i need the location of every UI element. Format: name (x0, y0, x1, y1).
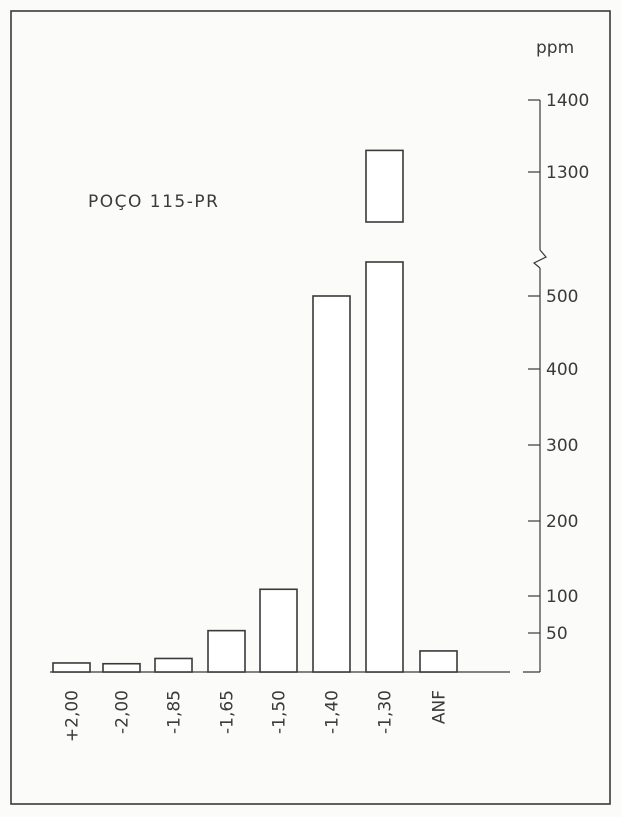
bar-7 (419, 650, 458, 673)
x-tick-label-2: -1,85 (165, 690, 185, 734)
x-tick-label-6: -1,30 (376, 690, 396, 734)
y-tick-label-200: 200 (546, 512, 578, 532)
y-tick-label-50: 50 (546, 624, 568, 644)
y-tick-label-1400: 1400 (546, 91, 589, 111)
bar-0 (52, 662, 91, 673)
y-tick-label-500: 500 (546, 287, 578, 307)
bar-group (52, 149, 458, 673)
bar-2 (154, 657, 193, 673)
chart-frame (10, 10, 611, 805)
y-tick-label-100: 100 (546, 587, 578, 607)
x-tick-label-7: ANF (430, 690, 450, 724)
x-tick-label-0: +2,00 (63, 690, 83, 742)
x-tick-label-5: -1,40 (323, 690, 343, 734)
y-tick-label-300: 300 (546, 436, 578, 456)
bar-1 (102, 662, 141, 673)
x-tick-label-3: -1,65 (218, 690, 238, 734)
y-tick-label-1300: 1300 (546, 163, 589, 183)
y-tick-label-400: 400 (546, 360, 578, 380)
bar-6-lower-part (365, 261, 404, 673)
bar-5 (312, 295, 351, 673)
x-tick-label-group: +2,00 -2,00 -1,85 -1,65 -1,50 -1,40 -1,30 ANF (63, 690, 450, 742)
bar-6-upper-part (365, 149, 404, 223)
y-axis-unit: ppm (536, 38, 574, 58)
chart-title: POÇO 115-PR (88, 192, 219, 212)
x-tick-label-4: -1,50 (270, 690, 290, 734)
y-axis-break-mark (532, 249, 547, 269)
bar-3 (207, 629, 246, 673)
x-tick-label-1: -2,00 (113, 690, 133, 734)
bar-4 (259, 588, 298, 673)
